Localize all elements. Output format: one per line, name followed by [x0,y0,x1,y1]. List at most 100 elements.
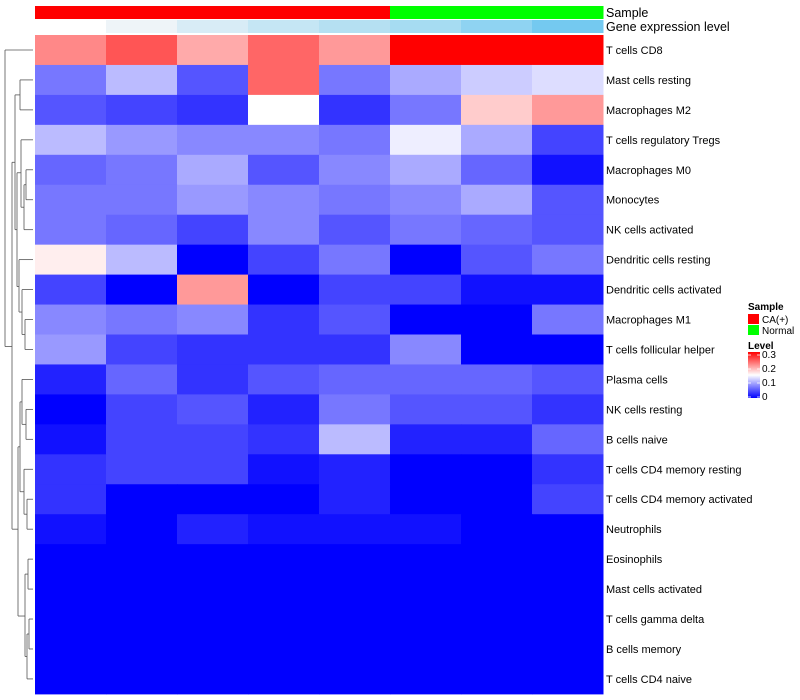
row-label: T cells follicular helper [606,344,715,356]
heatmap-cell [319,64,391,96]
legend-level-title: Level [748,341,774,352]
heatmap-cell [248,364,320,395]
sample-annotation-cell [248,6,320,19]
sample-annotation-cell [35,6,107,19]
heatmap-cell [532,574,604,605]
heatmap-cell [177,64,249,96]
row-label: Monocytes [606,195,660,207]
heatmap-cell [248,94,320,126]
gene-annotation-cell [390,20,462,33]
heatmap-cell [319,634,391,665]
heatmap-cell [319,544,391,575]
heatmap-cell [177,574,249,605]
sample-annotation-cell [106,6,178,19]
heatmap-cell [390,544,462,575]
heatmap-cell [106,364,178,395]
heatmap-cell [248,334,320,365]
heatmap-cell [106,604,178,635]
heatmap-cell [35,154,107,186]
heatmap-cell [177,634,249,665]
heatmap-cell [461,454,533,485]
heatmap-cell [461,154,533,186]
heatmap-cell [390,304,462,335]
heatmap-cell [461,334,533,365]
heatmap-cell [390,394,462,425]
heatmap-cell [532,64,604,96]
heatmap-cell [390,64,462,96]
sample-annotation-cell [319,6,391,19]
heatmap-cell [390,154,462,186]
heatmap-cell [35,274,107,306]
heatmap-cell [106,274,178,306]
row-label: Plasma cells [606,374,668,386]
heatmap-cell [248,394,320,425]
heatmap-cell [390,334,462,365]
heatmap-cell [461,424,533,455]
legend-tick-0: 0 [762,392,768,403]
row-label: NK cells resting [606,404,682,416]
heatmap-cell [461,574,533,605]
row-label: T cells regulatory Tregs [606,135,721,147]
heatmap-cell [532,454,604,485]
heatmap-cell [106,154,178,186]
heatmap-cell [106,124,178,156]
heatmap-cell [461,35,533,66]
row-dendrogram [4,49,33,680]
heatmap-cell [532,394,604,425]
annotation-labels: Sample Gene expression level [606,6,730,34]
gene-annotation-cell [177,20,249,33]
heatmap-cell [319,214,391,246]
heatmap-cell [319,244,391,276]
heatmap-cell [177,424,249,455]
heatmap-cell [319,574,391,605]
heatmap-cell [106,334,178,365]
heatmap-cell [248,154,320,186]
heatmap-cell [248,514,320,545]
heatmap-cell [35,124,107,156]
heatmap-cell [248,124,320,156]
heatmap-cell [248,484,320,515]
heatmap-cell [177,94,249,126]
heatmap-cell [532,154,604,186]
heatmap-cell [106,514,178,545]
heatmap-cell [390,663,462,695]
heatmap-cell [532,484,604,515]
row-label: B cells memory [606,644,682,656]
heatmap-cell [106,424,178,455]
heatmap-cell [177,364,249,395]
heatmap-cell [248,244,320,276]
legend-tick-03: 0.3 [762,350,776,361]
heatmap-cell [177,304,249,335]
heatmap-cells [35,35,604,695]
heatmap-cell [390,454,462,485]
heatmap-cell [35,244,107,276]
heatmap-cell [390,574,462,605]
heatmap-cell [532,663,604,695]
annotation-bars [35,6,604,33]
heatmap-cell [35,663,107,695]
heatmap-cell [106,634,178,665]
legend-swatch-ca [748,314,759,324]
legend-label-normal: Normal [762,326,794,337]
heatmap-cell [461,64,533,96]
row-label: Macrophages M0 [606,165,691,177]
heatmap-cell [461,304,533,335]
heatmap-cell [461,484,533,515]
heatmap-cell [248,274,320,306]
row-label: Neutrophils [606,524,662,536]
heatmap-cell [319,484,391,515]
heatmap-cell [390,274,462,306]
heatmap-cell [35,214,107,246]
heatmap-cell [532,334,604,365]
heatmap-cell [35,514,107,545]
legend-label-ca: CA(+) [762,315,788,326]
heatmap-cell [177,214,249,246]
legend-tick-02: 0.2 [762,364,776,375]
heatmap-cell [390,244,462,276]
sample-annotation-label: Sample [606,6,648,20]
heatmap-cell [248,574,320,605]
heatmap-cell [35,334,107,365]
sample-annotation-cell [461,6,533,19]
heatmap-cell [177,604,249,635]
heatmap-cell [106,394,178,425]
